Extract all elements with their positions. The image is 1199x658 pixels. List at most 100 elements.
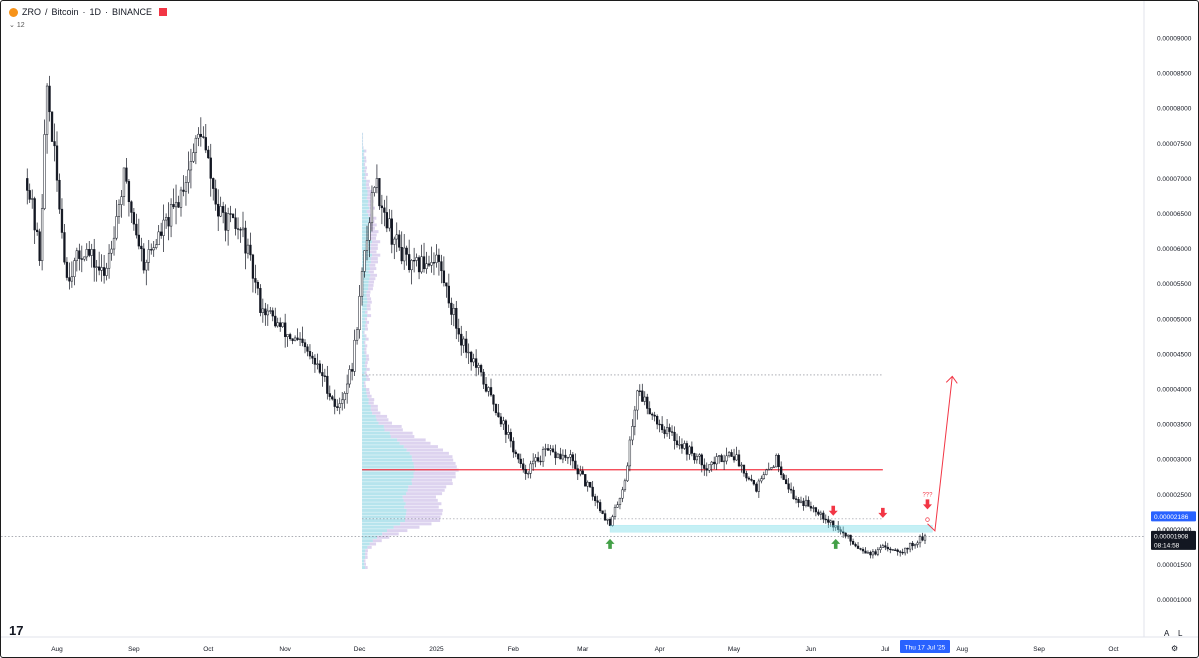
candle-body (742, 464, 746, 474)
candle-body (732, 456, 736, 461)
candle-body (350, 369, 354, 372)
candle-body (45, 85, 49, 135)
candle-body (383, 207, 386, 213)
volume-profile-row-up (362, 495, 403, 499)
candle-body (276, 322, 279, 327)
candle-body (621, 489, 624, 499)
volume-profile-row-down (366, 210, 371, 213)
candle-body (266, 310, 269, 316)
candle-body (311, 355, 314, 359)
auto-scale-button[interactable]: A (1164, 629, 1170, 638)
log-scale-button[interactable]: L (1178, 629, 1183, 638)
candle-body (722, 460, 726, 463)
gear-icon[interactable]: ⚙ (1171, 644, 1179, 653)
candle-body (380, 205, 384, 209)
chevron-down-icon[interactable]: ⌄ (9, 22, 15, 29)
candle-body (60, 208, 64, 233)
volume-profile-row-up (362, 525, 394, 529)
candle-body (512, 440, 515, 453)
candle-body (155, 244, 158, 248)
candle-body (202, 136, 205, 138)
candle-body (435, 254, 438, 263)
volume-profile-row-up (362, 317, 365, 321)
candle-body (874, 551, 877, 555)
volume-profile-row-down (405, 502, 442, 506)
candle-body (112, 237, 116, 250)
candle-body (517, 453, 520, 460)
volume-profile-row-up (362, 280, 369, 284)
volume-profile-row-down (372, 411, 381, 415)
volume-profile-row-up (362, 411, 373, 415)
candle-body (78, 250, 81, 259)
candle-body (284, 322, 287, 337)
candle-body (432, 262, 436, 264)
volume-profile-row-down (370, 246, 378, 250)
volume-profile-row-up (362, 142, 363, 146)
candle-body (574, 460, 577, 469)
volume-profile-row-up (362, 498, 404, 502)
volume-profile-row-down (363, 559, 366, 563)
candle-body (809, 506, 813, 509)
volume-profile-row-up (362, 223, 371, 227)
candle-body (871, 551, 875, 556)
candle-body (760, 478, 763, 482)
candle-body (581, 470, 584, 475)
candle-body (160, 231, 163, 236)
candle-body (571, 454, 574, 462)
tradingview-logo[interactable]: 17 (9, 623, 24, 638)
volume-profile-row-down (386, 529, 408, 533)
volume-profile-row-down (363, 381, 366, 385)
candle-body (561, 454, 565, 460)
volume-profile-row-up (362, 559, 364, 563)
candle-body (656, 416, 659, 425)
candle-body (698, 454, 701, 457)
candle-body (784, 479, 788, 485)
candle-body (241, 227, 245, 231)
candle-body (306, 346, 309, 352)
candle-body (398, 234, 401, 248)
candle-body (767, 468, 770, 471)
volume-profile-row-up (362, 361, 366, 365)
volume-profile-row-down (382, 532, 399, 536)
time-axis[interactable]: Aug Sep Oct Nov Dec 2025 Feb Mar Apr May Jun Jul Aug… (51, 640, 1119, 653)
price-axis[interactable]: 0.00009000 0.00008500 0.00008000 0.00007500… (1151, 36, 1196, 605)
volume-profile-row-up (362, 293, 367, 297)
volume-profile-row-down (368, 398, 375, 402)
volume-profile-row-up (362, 173, 366, 177)
indicator-row[interactable]: ⌄ 12 (9, 21, 167, 29)
price-tick-label: 0.00008000 (1157, 106, 1192, 113)
candle-body (321, 372, 324, 377)
candle-body (497, 412, 500, 418)
candle-body (214, 188, 217, 205)
candle-body (864, 550, 867, 554)
candle-body (869, 551, 872, 556)
volume-profile-row-down (400, 522, 432, 526)
candle-body (234, 217, 237, 229)
flag-icon[interactable] (159, 8, 168, 16)
candle-body (167, 217, 170, 227)
volume-profile-row-up (362, 203, 368, 207)
price-tick-label: 0.00004000 (1157, 387, 1192, 394)
candle-body (98, 266, 101, 271)
candle-body (279, 322, 282, 327)
time-tick-label: 2025 (429, 646, 444, 653)
volume-profile-row-down (367, 193, 372, 197)
volume-profile-row-down (368, 270, 374, 274)
volume-profile-row-up (362, 552, 366, 556)
volume-profile-row-down (364, 159, 367, 163)
volume-profile-row-up (362, 532, 383, 536)
candle-body (259, 288, 262, 313)
volume-profile-row-up (362, 482, 412, 486)
candle-body (147, 249, 150, 263)
candle-body (323, 375, 326, 377)
volume-profile-row-down (399, 441, 431, 445)
candle-body (658, 423, 661, 426)
candle-body (675, 440, 679, 446)
candle-body (140, 245, 143, 250)
volume-profile-row-up (362, 307, 367, 311)
candle-body (901, 551, 904, 554)
candle-body (256, 282, 260, 289)
candle-body (613, 507, 617, 517)
symbol-legend[interactable]: ZRO / Bitcoin · 1D · BINANCE ⌄ 12 (9, 7, 168, 29)
